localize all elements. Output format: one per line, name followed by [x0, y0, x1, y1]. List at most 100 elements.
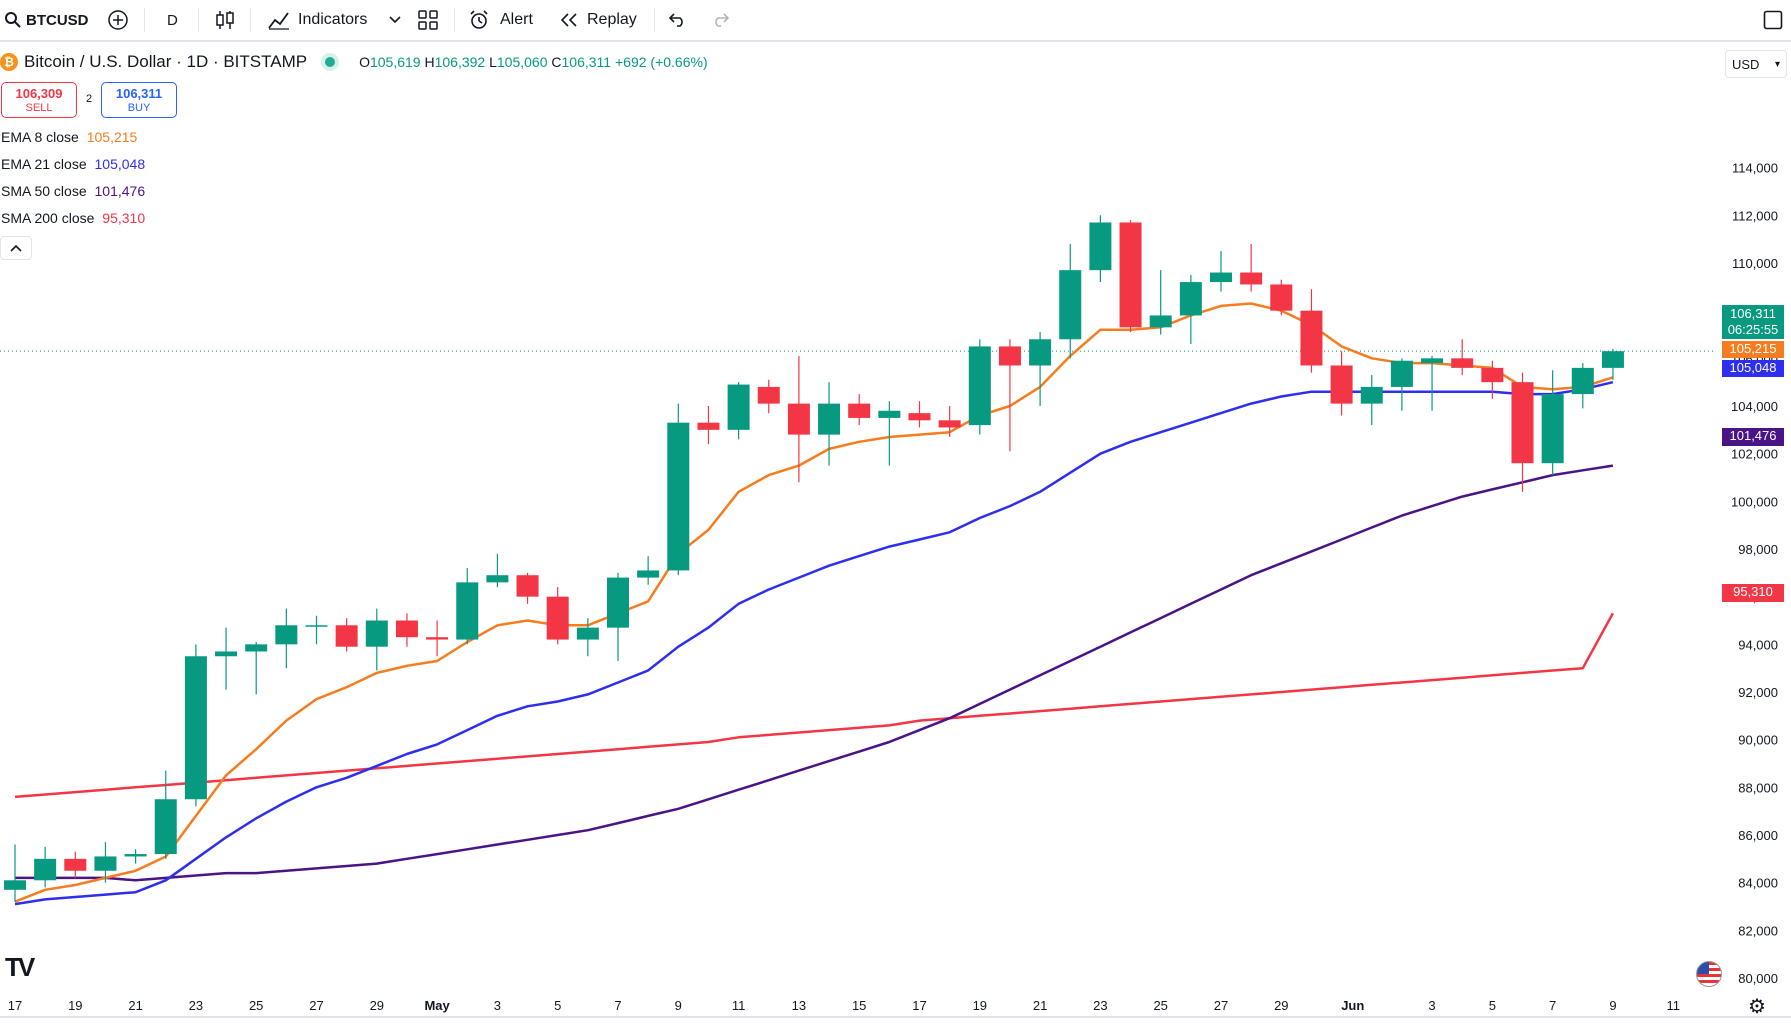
- chart-legend: ₿ Bitcoin / U.S. Dollar · 1D · BITSTAMP …: [0, 52, 708, 72]
- y-tick-label: 94,000: [1738, 637, 1778, 652]
- candle: [245, 641, 268, 695]
- x-tick-label: Jun: [1341, 998, 1364, 1013]
- candle-body: [184, 656, 207, 800]
- layouts-button[interactable]: [418, 0, 438, 40]
- tradingview-logo[interactable]: TV: [5, 952, 35, 982]
- candle-body: [968, 346, 991, 426]
- candle-body: [1481, 367, 1504, 383]
- collapse-indicators-button[interactable]: [0, 236, 32, 260]
- sell-button[interactable]: 106,309 SELL: [1, 82, 77, 118]
- candle-body: [305, 625, 328, 627]
- candle-body: [1601, 351, 1624, 368]
- us-flag-icon[interactable]: [1696, 961, 1722, 987]
- candles-icon: [216, 11, 234, 29]
- candle: [365, 608, 388, 671]
- candle: [1390, 358, 1413, 411]
- candle-body: [426, 637, 449, 640]
- buy-button[interactable]: 106,311 BUY: [101, 82, 177, 118]
- replay-label: Replay: [587, 11, 637, 28]
- candle: [1360, 375, 1383, 426]
- candle: [1270, 279, 1293, 316]
- chart-type-button[interactable]: [215, 0, 235, 40]
- indicator-ema21[interactable]: EMA 21 close 105,048: [1, 156, 146, 172]
- symbol-label: BTCUSD: [26, 11, 89, 29]
- candle: [184, 644, 207, 807]
- change-value: +692 (+0.66%): [614, 54, 708, 70]
- sma50-line: [15, 464, 1614, 882]
- x-tick-label: 17: [912, 998, 926, 1013]
- ema21-price-tag: 105,048: [1722, 360, 1784, 377]
- alert-button[interactable]: Alert: [468, 0, 533, 40]
- redo-button[interactable]: [710, 0, 730, 40]
- candle-body: [637, 570, 660, 578]
- candle-body: [757, 386, 780, 404]
- candle: [1481, 360, 1504, 399]
- sell-label: SELL: [25, 102, 53, 114]
- settings-gear-icon[interactable]: ⚙: [1748, 996, 1766, 1018]
- x-tick-label: May: [424, 998, 450, 1013]
- candle: [1210, 251, 1232, 292]
- candle: [727, 382, 750, 440]
- candle: [426, 620, 449, 657]
- indicators-button[interactable]: Indicators: [268, 0, 401, 40]
- symbol-search[interactable]: BTCUSD: [4, 0, 89, 40]
- alert-label: Alert: [500, 11, 533, 28]
- x-tick-label: 19: [973, 998, 987, 1013]
- x-tick-label: 11: [732, 998, 746, 1013]
- x-tick-label: 15: [852, 998, 866, 1013]
- interval-button[interactable]: D: [167, 11, 178, 29]
- candle: [34, 846, 57, 888]
- candle: [516, 572, 539, 604]
- replay-button[interactable]: Replay: [559, 0, 637, 40]
- indicator-sma50[interactable]: SMA 50 close 101,476: [1, 183, 146, 199]
- candle-body: [245, 644, 268, 652]
- candle: [1541, 370, 1564, 476]
- candle-body: [4, 880, 26, 890]
- ohlc-values: O105,619 H106,392 L105,060 C106,311 +692…: [359, 54, 708, 70]
- candle: [1059, 243, 1082, 359]
- chevron-down-icon: [389, 16, 401, 24]
- candle: [1179, 274, 1202, 345]
- x-tick-label: 23: [1093, 998, 1107, 1013]
- candle-body: [576, 627, 599, 640]
- currency-select[interactable]: USD ▾: [1725, 50, 1787, 78]
- y-tick-label: 102,000: [1731, 447, 1778, 462]
- candle: [1029, 332, 1052, 406]
- y-tick-label: 92,000: [1738, 685, 1778, 700]
- candle-body: [908, 413, 931, 421]
- compare-symbol-button[interactable]: [107, 0, 129, 40]
- candle-body: [94, 856, 117, 871]
- candle: [215, 627, 238, 690]
- close-value: 106,311: [561, 54, 612, 70]
- redo-icon: [715, 13, 730, 27]
- indicator-ema8[interactable]: EMA 8 close 105,215: [1, 129, 138, 145]
- candle-body: [1511, 382, 1534, 464]
- candle-body: [64, 858, 87, 871]
- indicator-sma200[interactable]: SMA 200 close 95,310: [1, 210, 146, 226]
- candle-body: [1029, 339, 1052, 366]
- candle-body: [667, 422, 690, 571]
- candle-body: [34, 858, 57, 881]
- toolbar-divider: [144, 8, 145, 32]
- fullscreen-button[interactable]: [1763, 0, 1783, 40]
- bitcoin-icon: ₿: [0, 53, 18, 71]
- candle: [275, 608, 298, 669]
- y-tick-label: 80,000: [1738, 971, 1778, 986]
- x-tick-label: 29: [370, 998, 384, 1013]
- y-tick-label: 86,000: [1738, 828, 1778, 843]
- x-tick-label: 19: [68, 998, 82, 1013]
- y-tick-label: 110,000: [1732, 256, 1778, 271]
- candle-body: [275, 625, 298, 645]
- candle: [757, 379, 780, 414]
- x-tick-label: 5: [554, 998, 561, 1013]
- candle-body: [1360, 386, 1383, 404]
- x-tick-label: 25: [1153, 998, 1167, 1013]
- high-value: 106,392: [434, 54, 486, 70]
- undo-button[interactable]: [668, 0, 688, 40]
- candle: [154, 770, 177, 859]
- candle: [4, 844, 26, 902]
- candle-body: [998, 346, 1021, 366]
- y-tick-label: 98,000: [1738, 542, 1778, 557]
- candle: [637, 556, 660, 585]
